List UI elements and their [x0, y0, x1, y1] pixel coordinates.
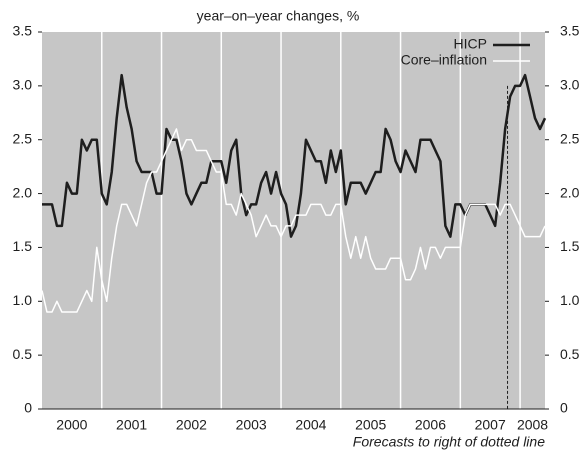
chart-title: year–on–year changes, % [197, 8, 360, 24]
y2-tick-label: 0 [560, 400, 568, 416]
y2-tick-label: 0.5 [560, 346, 580, 362]
series-line [42, 73, 547, 238]
y2-tick-label: 1.5 [560, 238, 580, 254]
y-tick-label: 0.5 [13, 346, 33, 362]
y-tick-label: 3.5 [13, 23, 33, 39]
x-tick-label: 2008 [517, 417, 548, 433]
x-tick-label: 2006 [415, 417, 446, 433]
y-tick-label: 2.0 [13, 184, 33, 200]
x-tick-label: 2001 [116, 417, 147, 433]
y-tick-label: 1.0 [13, 292, 33, 308]
y2-tick-label: 3.5 [560, 23, 580, 39]
y2-tick-label: 1.0 [560, 292, 580, 308]
annotation: Forecasts to right of dotted line [353, 434, 545, 450]
y2-tick-label: 2.5 [560, 130, 580, 146]
x-tick-label: 2005 [355, 417, 386, 433]
y-tick-label: 2.5 [13, 130, 33, 146]
y2-tick-label: 3.0 [560, 77, 580, 93]
y-tick-label: 1.5 [13, 238, 33, 254]
y-tick-label: 3.0 [13, 77, 33, 93]
y2-tick-label: 2.0 [560, 184, 580, 200]
x-tick-label: 2004 [295, 417, 326, 433]
x-tick-label: 2003 [236, 417, 267, 433]
series-line [41, 128, 546, 313]
y-tick-label: 0 [24, 400, 32, 416]
x-tick-label: 2007 [475, 417, 506, 433]
legend-label: HICP [454, 36, 487, 52]
x-tick-label: 2000 [56, 417, 87, 433]
legend-label: Core–inflation [401, 52, 487, 68]
x-tick-label: 2002 [176, 417, 207, 433]
